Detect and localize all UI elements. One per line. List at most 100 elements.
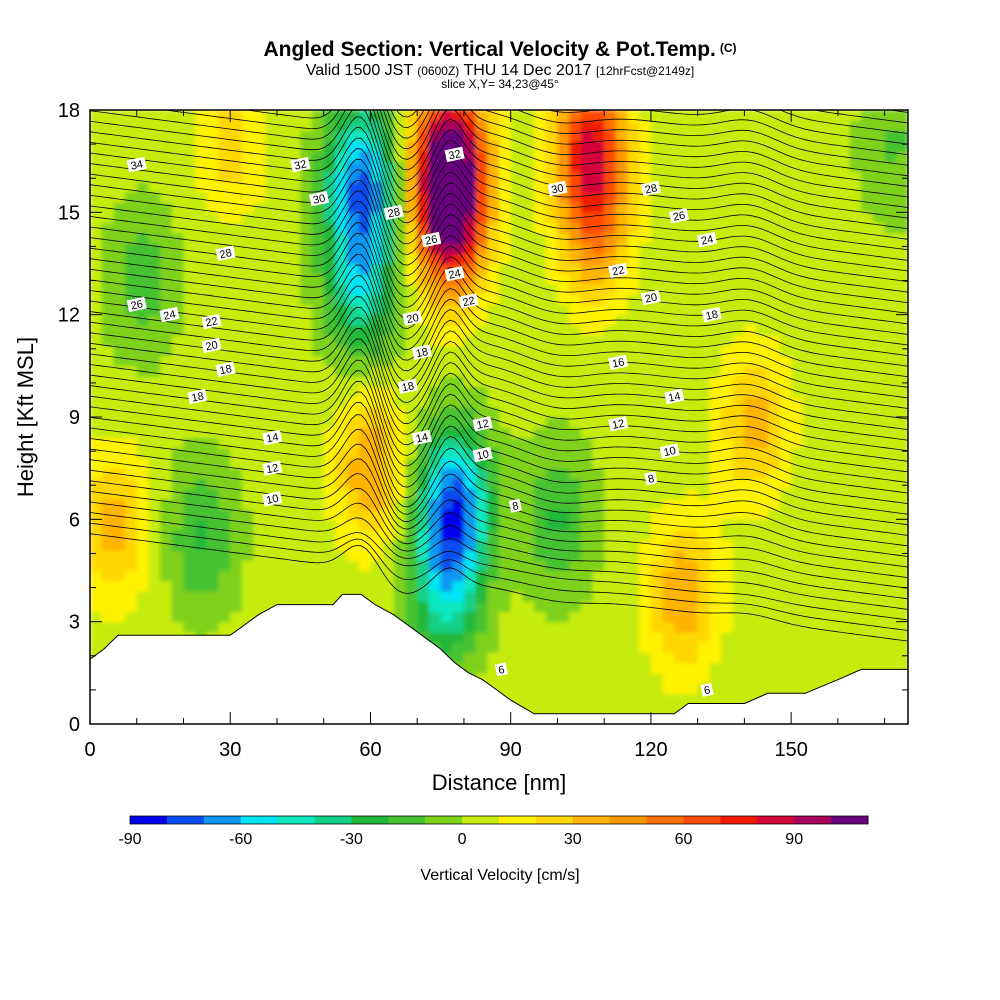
- velocity-cell: [440, 437, 453, 449]
- velocity-cell: [405, 621, 418, 633]
- velocity-cell: [230, 488, 243, 500]
- velocity-cell: [604, 181, 617, 193]
- velocity-cell: [674, 652, 687, 664]
- velocity-cell: [487, 345, 500, 357]
- velocity-cell: [218, 150, 231, 162]
- velocity-cell: [522, 232, 535, 244]
- velocity-cell: [347, 529, 360, 541]
- velocity-cell: [779, 590, 792, 602]
- velocity-cell: [802, 447, 816, 459]
- velocity-cell: [569, 314, 582, 326]
- velocity-cell: [475, 232, 488, 244]
- velocity-cell: [802, 181, 816, 193]
- velocity-cell: [218, 283, 231, 295]
- velocity-cell: [125, 171, 138, 183]
- velocity-cell: [767, 110, 781, 121]
- theta-label: 24: [448, 268, 462, 282]
- velocity-cell: [183, 468, 196, 479]
- velocity-cell: [101, 550, 114, 561]
- velocity-cell: [779, 427, 792, 439]
- velocity-cell: [791, 294, 804, 306]
- velocity-cell: [545, 611, 559, 623]
- velocity-cell: [744, 171, 757, 183]
- velocity-cell: [697, 222, 710, 234]
- theta-contour-line: [90, 0, 908, 60]
- velocity-cell: [475, 253, 488, 265]
- velocity-cell: [756, 232, 769, 244]
- velocity-cell: [639, 140, 652, 152]
- velocity-cell: [767, 498, 781, 510]
- velocity-cell: [650, 631, 664, 643]
- velocity-cell: [335, 324, 348, 336]
- velocity-cell: [440, 396, 453, 408]
- velocity-cell: [615, 110, 629, 121]
- velocity-cell: [779, 488, 792, 500]
- theta-label-bg: [126, 296, 147, 313]
- velocity-cell: [218, 273, 231, 285]
- velocity-cell: [791, 130, 804, 142]
- velocity-cell: [218, 519, 231, 531]
- velocity-cell: [545, 417, 559, 428]
- velocity-cell: [650, 314, 664, 326]
- forecast-info: [12hrFcst@2149z]: [595, 64, 695, 78]
- velocity-cell: [382, 406, 395, 418]
- velocity-cell: [475, 406, 488, 418]
- velocity-cell: [697, 560, 710, 572]
- velocity-cell: [534, 283, 547, 295]
- velocity-cell: [826, 631, 839, 643]
- velocity-cell: [814, 304, 827, 316]
- velocity-cell: [826, 263, 839, 275]
- velocity-cell: [732, 120, 745, 132]
- theta-label: 20: [405, 312, 419, 326]
- velocity-cell: [440, 457, 453, 469]
- velocity-cell: [896, 590, 908, 602]
- velocity-cell: [779, 672, 792, 684]
- velocity-cell: [475, 427, 488, 439]
- velocity-cell: [791, 590, 804, 602]
- velocity-cell: [627, 457, 640, 469]
- velocity-cell: [849, 294, 862, 306]
- velocity-cell: [791, 324, 804, 336]
- velocity-cell: [323, 283, 336, 295]
- velocity-cell: [499, 672, 512, 684]
- velocity-cell: [428, 468, 442, 479]
- velocity-cell: [510, 181, 523, 193]
- velocity-cell: [837, 478, 851, 490]
- velocity-cell: [440, 447, 453, 459]
- velocity-cell: [534, 539, 547, 551]
- velocity-cell: [148, 355, 161, 367]
- velocity-cell: [417, 601, 430, 613]
- velocity-cell: [440, 631, 453, 643]
- velocity-cell: [475, 468, 488, 479]
- velocity-cell: [510, 539, 523, 551]
- velocity-cell: [791, 570, 804, 582]
- velocity-cell: [405, 140, 418, 152]
- x-tick-label: 120: [634, 739, 667, 761]
- velocity-cell: [615, 580, 629, 592]
- velocity-cell: [744, 509, 757, 520]
- velocity-cell: [697, 304, 710, 316]
- theta-contour-line: [90, 179, 908, 304]
- velocity-cell: [627, 621, 640, 633]
- velocity-cell: [288, 580, 301, 592]
- velocity-cell: [90, 642, 103, 653]
- velocity-cell: [218, 611, 231, 623]
- velocity-cell: [195, 181, 208, 193]
- velocity-cell: [650, 150, 664, 162]
- velocity-cell: [767, 202, 781, 213]
- velocity-cell: [580, 478, 594, 490]
- velocity-cell: [300, 570, 313, 582]
- velocity-cell: [276, 468, 290, 479]
- velocity-cell: [545, 662, 559, 674]
- velocity-cell: [604, 294, 617, 306]
- velocity-cell: [791, 437, 804, 449]
- velocity-cell: [767, 590, 781, 602]
- velocity-cell: [276, 273, 290, 285]
- velocity-cell: [487, 417, 500, 428]
- velocity-cell: [253, 120, 266, 132]
- velocity-cell: [837, 652, 851, 664]
- velocity-cell: [569, 570, 582, 582]
- velocity-cell: [218, 601, 231, 613]
- velocity-cell: [101, 273, 114, 285]
